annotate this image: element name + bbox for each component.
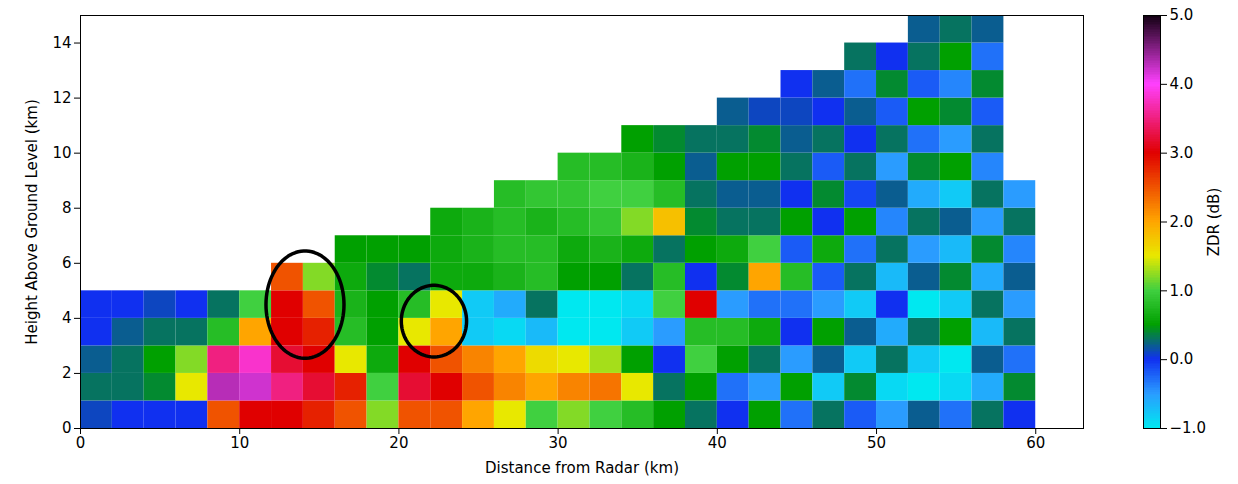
svg-text:0.0: 0.0 (1170, 350, 1194, 368)
svg-text:2: 2 (62, 364, 72, 382)
svg-text:40: 40 (708, 434, 727, 452)
svg-text:Height Above Ground Level (km): Height Above Ground Level (km) (23, 99, 41, 345)
svg-text:4: 4 (62, 309, 72, 327)
svg-text:3.0: 3.0 (1170, 144, 1194, 162)
svg-text:50: 50 (867, 434, 886, 452)
svg-text:10: 10 (52, 144, 71, 162)
svg-text:12: 12 (52, 89, 71, 107)
svg-text:60: 60 (1026, 434, 1045, 452)
svg-text:8: 8 (62, 199, 72, 217)
svg-text:0: 0 (62, 419, 72, 437)
svg-text:1.0: 1.0 (1170, 282, 1194, 300)
svg-text:ZDR (dB): ZDR (dB) (1205, 188, 1223, 257)
svg-text:6: 6 (62, 254, 72, 272)
svg-text:30: 30 (549, 434, 568, 452)
svg-text:2.0: 2.0 (1170, 213, 1194, 231)
svg-text:10: 10 (230, 434, 249, 452)
svg-text:5.0: 5.0 (1170, 6, 1194, 24)
svg-text:14: 14 (52, 34, 71, 52)
svg-text:4.0: 4.0 (1170, 75, 1194, 93)
svg-text:0: 0 (76, 434, 86, 452)
svg-text:Distance from Radar (km): Distance from Radar (km) (485, 459, 679, 477)
svg-text:20: 20 (389, 434, 408, 452)
svg-text:−1.0: −1.0 (1170, 419, 1206, 437)
